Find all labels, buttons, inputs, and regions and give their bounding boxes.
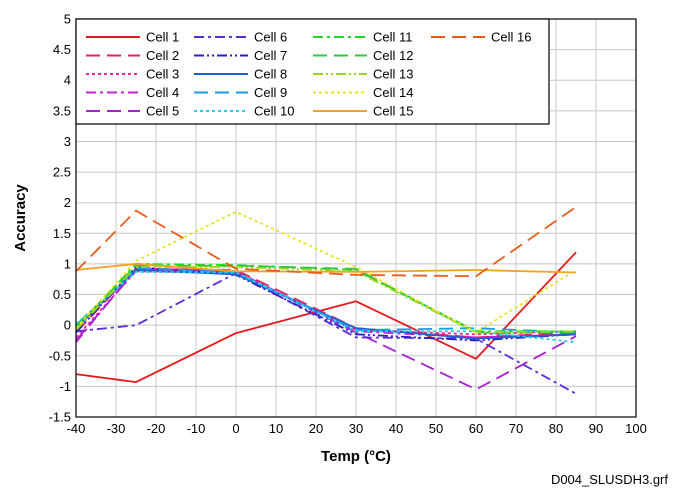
x-tick-label: 50 xyxy=(429,421,443,436)
legend-label-cell-14: Cell 14 xyxy=(373,85,413,100)
series-line-cell-1 xyxy=(75,251,577,384)
x-tick-label: 10 xyxy=(269,421,283,436)
legend-label-cell-13: Cell 13 xyxy=(373,67,413,82)
x-tick-label: -40 xyxy=(67,421,86,436)
legend-label-cell-15: Cell 15 xyxy=(373,104,413,119)
series-line-cell-10 xyxy=(75,270,577,344)
series-lines xyxy=(75,206,577,395)
x-axis-title: Temp (°C) xyxy=(321,448,391,465)
legend: Cell 1 Cell 2 Cell 3 Cell 4 Cell 5 Cell 6 Cell… xyxy=(75,18,550,125)
legend-label-cell-9: Cell 9 xyxy=(254,85,287,100)
legend-label-cell-8: Cell 8 xyxy=(254,67,287,82)
x-tick-label: 30 xyxy=(349,421,363,436)
y-tick-label: 1.5 xyxy=(53,226,71,241)
x-tick-label: 100 xyxy=(625,421,647,436)
series-line-cell-12 xyxy=(75,264,576,334)
legend-label-cell-4: Cell 4 xyxy=(146,85,179,100)
y-tick-label: 2.5 xyxy=(53,165,71,180)
x-tick-labels: -40 -30 -20 -10 0 10 20 30 40 50 60 70 80 90 100 xyxy=(67,421,647,436)
series-line-cell-16 xyxy=(75,206,577,278)
x-tick-label: 0 xyxy=(232,421,239,436)
legend-label-cell-2: Cell 2 xyxy=(146,48,179,63)
footnote: D004_SLUSDH3.grf xyxy=(551,472,668,487)
legend-label-cell-11: Cell 11 xyxy=(373,30,413,45)
y-tick-label: 3.5 xyxy=(53,103,71,118)
legend-box xyxy=(75,18,550,125)
y-tick-label: 3 xyxy=(64,134,71,149)
y-tick-label: 0 xyxy=(64,318,71,333)
y-tick-label: 1 xyxy=(64,256,71,271)
series-line-cell-6 xyxy=(75,272,577,395)
y-tick-label: 0.5 xyxy=(53,287,71,302)
series-line-cell-13 xyxy=(75,266,577,334)
x-tick-label: 20 xyxy=(309,421,323,436)
y-axis-title: Accuracy xyxy=(12,184,29,252)
y-tick-label: 4 xyxy=(64,73,71,88)
x-tick-label: -20 xyxy=(147,421,166,436)
legend-label-cell-5: Cell 5 xyxy=(146,104,179,119)
legend-label-cell-10: Cell 10 xyxy=(254,104,294,119)
legend-label-cell-6: Cell 6 xyxy=(254,30,287,45)
legend-label-cell-1: Cell 1 xyxy=(146,30,179,45)
legend-label-cell-3: Cell 3 xyxy=(146,67,179,82)
legend-label-cell-7: Cell 7 xyxy=(254,48,287,63)
x-tick-label: 70 xyxy=(509,421,523,436)
x-tick-label: 90 xyxy=(589,421,603,436)
x-tick-label: -10 xyxy=(187,421,206,436)
y-tick-label: -1.5 xyxy=(49,410,71,425)
y-tick-label: -1 xyxy=(59,379,71,394)
y-tick-labels: -1.5 -1 -0.5 0 0.5 1 1.5 2 2.5 3 3.5 4 4.5 5 xyxy=(49,12,71,425)
x-tick-label: 80 xyxy=(549,421,563,436)
x-tick-label: 40 xyxy=(389,421,403,436)
y-tick-label: 4.5 xyxy=(53,42,71,57)
legend-label-cell-16: Cell 16 xyxy=(491,30,531,45)
x-tick-label: 60 xyxy=(469,421,483,436)
y-tick-label: -0.5 xyxy=(49,348,71,363)
x-tick-label: -30 xyxy=(107,421,126,436)
y-tick-label: 5 xyxy=(64,12,71,27)
y-tick-label: 2 xyxy=(64,195,71,210)
legend-label-cell-12: Cell 12 xyxy=(373,48,413,63)
